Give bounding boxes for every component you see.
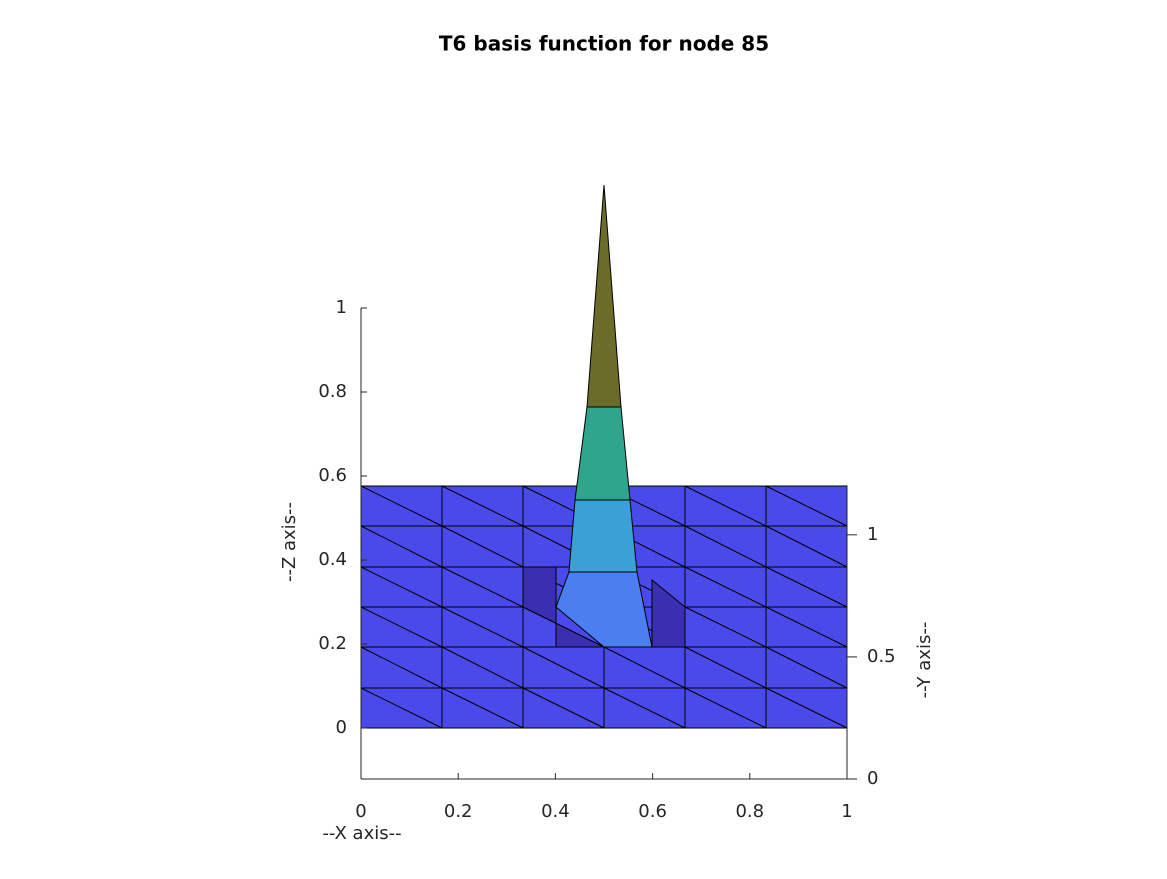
z-tick-label: 0.6 [318,465,347,486]
mesh-line [441,687,524,729]
mesh-line [603,687,686,729]
z-tick-label: 0.8 [318,381,347,402]
mesh-line [765,525,848,568]
mesh-line [765,485,848,527]
band-3 [574,406,631,501]
z-axis-label: --Z axis-- [279,502,300,582]
mesh-line [441,606,524,648]
band-4 [586,184,622,408]
mesh-line [684,525,767,568]
y-tick-label: 0 [867,768,878,789]
mesh-line [684,485,767,527]
y-axis-label: --Y axis-- [914,622,935,699]
x-tick-label: 0.4 [541,801,570,822]
mesh-line [522,687,605,729]
z-tick-label: 1 [336,297,347,318]
z-tick-label: 0.4 [318,549,347,570]
mesh-line [684,687,767,729]
x-tick-label: 0.8 [735,801,764,822]
hole-right [651,578,686,648]
mesh-line [684,606,767,648]
mesh-line [360,687,443,729]
mesh-line [441,485,524,527]
mesh-line [684,646,767,689]
mesh-line [603,646,686,689]
x-axis-label: --X axis-- [322,823,401,844]
y-tick-label: 0.5 [867,646,896,667]
hole-left [522,566,605,648]
mesh-line [765,646,848,689]
mesh-line [684,566,767,608]
mesh-line [765,566,848,608]
x-tick-label: 0.6 [638,801,667,822]
mesh-line [441,566,524,608]
mesh-line [765,687,848,729]
y-tick-label: 1 [867,524,878,545]
mesh-line [360,485,443,527]
chart-title: T6 basis function for node 85 [439,32,769,56]
mesh-line [441,525,524,568]
mesh-line [522,646,605,689]
x-tick-label: 0.2 [444,801,473,822]
mesh-line [441,646,524,689]
x-tick-label: 1 [841,801,852,822]
mesh-line [360,525,443,568]
surface [360,184,848,729]
z-tick-label: 0 [336,717,347,738]
z-tick-label: 0.2 [318,633,347,654]
mesh-line [360,566,443,608]
mesh-line [765,606,848,648]
mesh-line [360,606,443,648]
band-2 [568,499,638,573]
mesh-line [360,646,443,689]
x-tick-label: 0 [355,801,366,822]
band-1 [555,571,653,648]
